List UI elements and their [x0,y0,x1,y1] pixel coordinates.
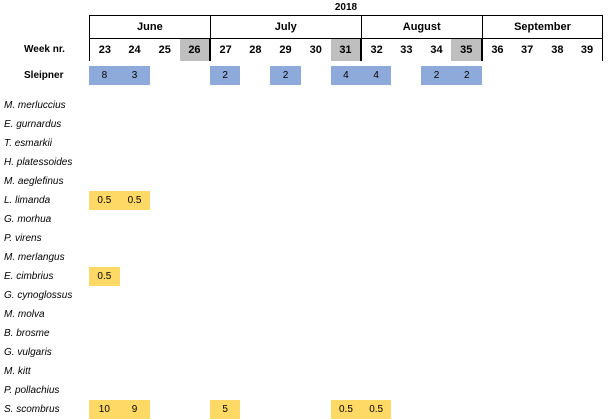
species-label-e-gurnardus: E. gurnardus [4,119,62,130]
week-38: 38 [551,44,564,56]
species-label-l-limanda: L. limanda [4,195,51,206]
species-cell-s-scombrus-week-27: 5 [209,400,241,419]
week-33: 33 [400,44,413,56]
week-28: 28 [249,44,262,56]
sleipner-label: Sleipner [24,70,64,81]
species-label-g-vulgaris: G. vulgaris [4,347,52,358]
species-label-m-kitt: M. kitt [4,366,31,377]
species-label-m-merluccius: M. merluccius [4,100,66,111]
year-header: 2018 [334,2,358,13]
month-september: September [481,15,604,39]
sleipner-cell-week-32: 4 [360,66,392,85]
sleipner-cell-week-29: 2 [270,66,301,85]
species-cell-s-scombrus-week-24: 9 [119,400,150,419]
species-cell-s-scombrus-week-32: 0.5 [360,400,392,419]
species-label-p-pollachius: P. pollachius [4,385,60,396]
sleipner-cell-week-31: 4 [330,66,362,85]
week-number-label: Week nr. [24,44,65,55]
species-label-b-brosme: B. brosme [4,328,50,339]
sleipner-cell-week-34: 2 [421,66,452,85]
week-29: 29 [279,44,292,56]
sleipner-cell-week-35: 2 [451,66,483,85]
species-label-h-platessoides: H. platessoides [4,157,73,168]
species-cell-e-cimbrius-week-23: 0.5 [89,267,120,286]
species-cell-s-scombrus-week-31: 0.5 [330,400,362,419]
species-label-t-esmarkii: T. esmarkii [4,138,52,149]
species-cell-l-limanda-week-23: 0.5 [89,191,120,210]
sleipner-cell-week-27: 2 [209,66,241,85]
species-label-s-scombrus: S. scombrus [4,404,60,415]
week-24: 24 [128,44,141,56]
species-label-m-merlangus: M. merlangus [4,252,65,263]
week-32: 32 [360,39,392,61]
species-cell-l-limanda-week-24: 0.5 [119,191,150,210]
week-25: 25 [158,44,171,56]
week-36: 36 [481,39,513,61]
species-label-e-cimbrius: E. cimbrius [4,271,54,282]
week-34: 34 [430,44,443,56]
species-label-p-virens: P. virens [4,233,42,244]
species-cell-s-scombrus-week-23: 10 [89,400,120,419]
week-39: 39 [572,39,603,61]
species-label-g-morhua: G. morhua [4,214,52,225]
week-26: 26 [179,39,211,61]
month-august: August [360,15,483,39]
week-23: 23 [89,39,120,61]
species-label-m-aeglefinus: M. aeglefinus [4,176,64,187]
week-31: 31 [330,39,362,61]
week-35: 35 [451,39,483,61]
week-30: 30 [309,44,322,56]
sleipner-cell-week-23: 8 [89,66,120,85]
week-37: 37 [521,44,534,56]
month-june: June [89,15,211,39]
sleipner-cell-week-24: 3 [119,66,150,85]
species-label-m-molva: M. molva [4,309,45,320]
species-label-g-cynoglossus: G. cynoglossus [4,290,73,301]
month-july: July [209,15,362,39]
week-27: 27 [209,39,241,61]
